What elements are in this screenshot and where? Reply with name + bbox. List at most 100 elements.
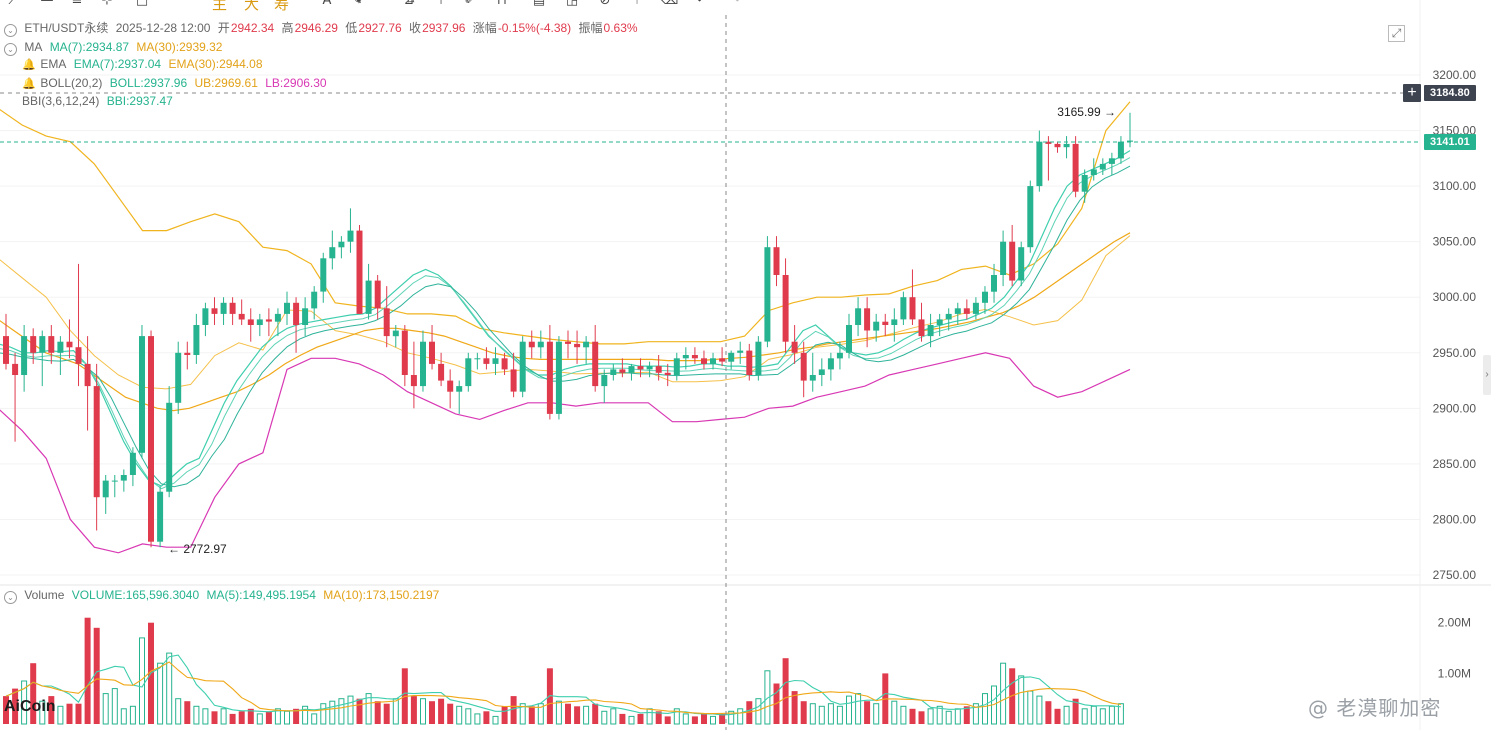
candle-body xyxy=(1099,163,1106,170)
volume-bar xyxy=(574,706,581,724)
candle-body xyxy=(1045,141,1052,144)
add-alert-button[interactable]: + xyxy=(1403,84,1421,102)
ema-indicator-row[interactable]: 🔔 EMA EMA(7):2937.04 EMA(30):2944.08 xyxy=(22,57,267,72)
volume-bar xyxy=(39,700,46,725)
volume-bar xyxy=(827,703,834,725)
ma-indicator-row[interactable]: ⌄ MA MA(7):2934.87 MA(30):2939.32 xyxy=(4,40,226,56)
line-tool-icon[interactable]: ⟋ xyxy=(8,0,18,8)
collapse-icon[interactable]: ⌄ xyxy=(4,43,17,56)
candle-body xyxy=(401,330,408,375)
bookmark-icon[interactable]: ⌑ xyxy=(407,0,415,8)
volume-bar xyxy=(1045,701,1052,724)
candle-body xyxy=(1018,247,1025,281)
volume-bar xyxy=(682,713,689,725)
volume-tick-label: 2.00M xyxy=(1438,616,1471,630)
volume-bar xyxy=(492,715,499,725)
collapse-icon[interactable]: ⌄ xyxy=(4,24,17,37)
ema7-value: EMA(7):2937.04 xyxy=(73,57,162,71)
candle-body xyxy=(383,308,390,337)
text-icon[interactable]: A xyxy=(322,0,332,8)
ruler-icon[interactable]: ⟊ xyxy=(439,0,443,8)
chat-icon[interactable]: ◲ xyxy=(565,0,579,8)
candle-body xyxy=(57,341,64,353)
trash-icon[interactable]: ⌫ xyxy=(660,0,679,8)
volume-tick-label: 1.00M xyxy=(1438,666,1471,680)
volume-bar xyxy=(1081,708,1088,725)
volume-bar xyxy=(1090,705,1097,725)
bbi-indicator-row[interactable]: BBI(3,6,12,24) BBI:2937.47 xyxy=(22,94,177,108)
candle-body xyxy=(392,330,399,337)
volume-bar xyxy=(800,701,807,724)
side-panel-handle[interactable]: › xyxy=(1483,355,1491,395)
calendar-icon[interactable]: ▤ xyxy=(532,0,546,8)
bell-icon[interactable]: 🔔 xyxy=(22,59,36,71)
volume-bar xyxy=(293,708,300,724)
rectangle-icon[interactable]: □ xyxy=(135,0,149,8)
volume-bar xyxy=(583,705,590,725)
candle-body xyxy=(519,341,526,392)
expand-icon[interactable]: ⤢ xyxy=(1388,25,1405,42)
candle-body xyxy=(972,302,979,314)
sparkle-icon[interactable]: ✦ xyxy=(353,0,365,8)
candle-body xyxy=(728,352,735,362)
price-tick-label: 2800.00 xyxy=(1433,512,1477,526)
change-value: -0.15%(-4.38) xyxy=(497,21,572,35)
volume-bar xyxy=(202,708,209,725)
candle-body xyxy=(836,352,843,359)
candle-body xyxy=(420,341,426,387)
candle-body xyxy=(982,291,988,303)
crosshair-icon[interactable]: ⊹ xyxy=(101,0,113,8)
volume-bar xyxy=(891,700,898,725)
volume-bar xyxy=(256,713,263,725)
volume-indicator-row[interactable]: ⌄ Volume VOLUME:165,596.3040 MA(5):149,4… xyxy=(4,588,443,604)
candle-body xyxy=(338,241,345,248)
volume-bar xyxy=(1036,695,1043,725)
candle-body xyxy=(1108,158,1115,164)
candle-body xyxy=(265,319,272,322)
candle-body xyxy=(528,341,535,348)
volume-bar xyxy=(1054,708,1061,724)
low-label: 低 xyxy=(345,21,358,35)
volume-bar xyxy=(265,711,272,724)
candle-body xyxy=(945,313,952,320)
volume-bar xyxy=(1000,662,1007,725)
candle-body xyxy=(438,363,445,381)
candle-body xyxy=(909,297,916,320)
measure-icon[interactable]: ⊿ xyxy=(403,0,415,8)
candle-body xyxy=(555,341,562,414)
watermark: @ 老漠聊加密 xyxy=(1308,692,1441,721)
bbi-name: BBI(3,6,12,24) xyxy=(22,94,100,108)
lock-icon[interactable]: ⊘ xyxy=(599,0,611,8)
boll-indicator-row[interactable]: 🔔 BOLL(20,2) BOLL:2937.96 UB:2969.61 LB:… xyxy=(22,76,331,91)
volume-bar xyxy=(329,700,336,725)
redo-icon[interactable]: ↷ xyxy=(729,0,741,8)
ma30-line xyxy=(0,232,1131,412)
toolbar-cn-button-1[interactable]: 主 xyxy=(212,0,228,13)
volume-bar xyxy=(347,695,354,725)
volume-bar xyxy=(945,710,952,725)
collapse-icon[interactable]: ⌄ xyxy=(4,591,17,604)
pen-icon[interactable]: ✎ xyxy=(351,0,363,8)
brush-icon[interactable]: ✐ xyxy=(464,0,476,8)
candle-body xyxy=(963,308,970,314)
candle-body xyxy=(601,375,608,387)
candle-body xyxy=(93,386,100,498)
toolbar-cn-button-2[interactable]: 大 xyxy=(244,0,260,13)
undo-icon[interactable]: ↶ xyxy=(696,0,708,8)
bell-icon[interactable]: 🔔 xyxy=(22,78,36,90)
open-value: 2942.34 xyxy=(230,21,275,35)
volume-ma10-line xyxy=(5,661,1121,715)
candle-body xyxy=(175,352,182,403)
volume-bar xyxy=(157,662,164,725)
horizontal-line-icon[interactable]: — xyxy=(40,0,54,8)
volume-bar xyxy=(175,698,182,725)
menu-lines-icon[interactable]: ≡ xyxy=(71,0,83,8)
fork-icon[interactable]: ⑂ xyxy=(633,0,641,8)
volume-bar xyxy=(302,705,309,725)
magnet-icon[interactable]: ⊓ xyxy=(496,0,508,8)
toolbar-cn-button-3[interactable]: 寿 xyxy=(274,0,290,13)
logo-text: AiCoin xyxy=(4,698,56,715)
candle-body xyxy=(664,372,671,375)
